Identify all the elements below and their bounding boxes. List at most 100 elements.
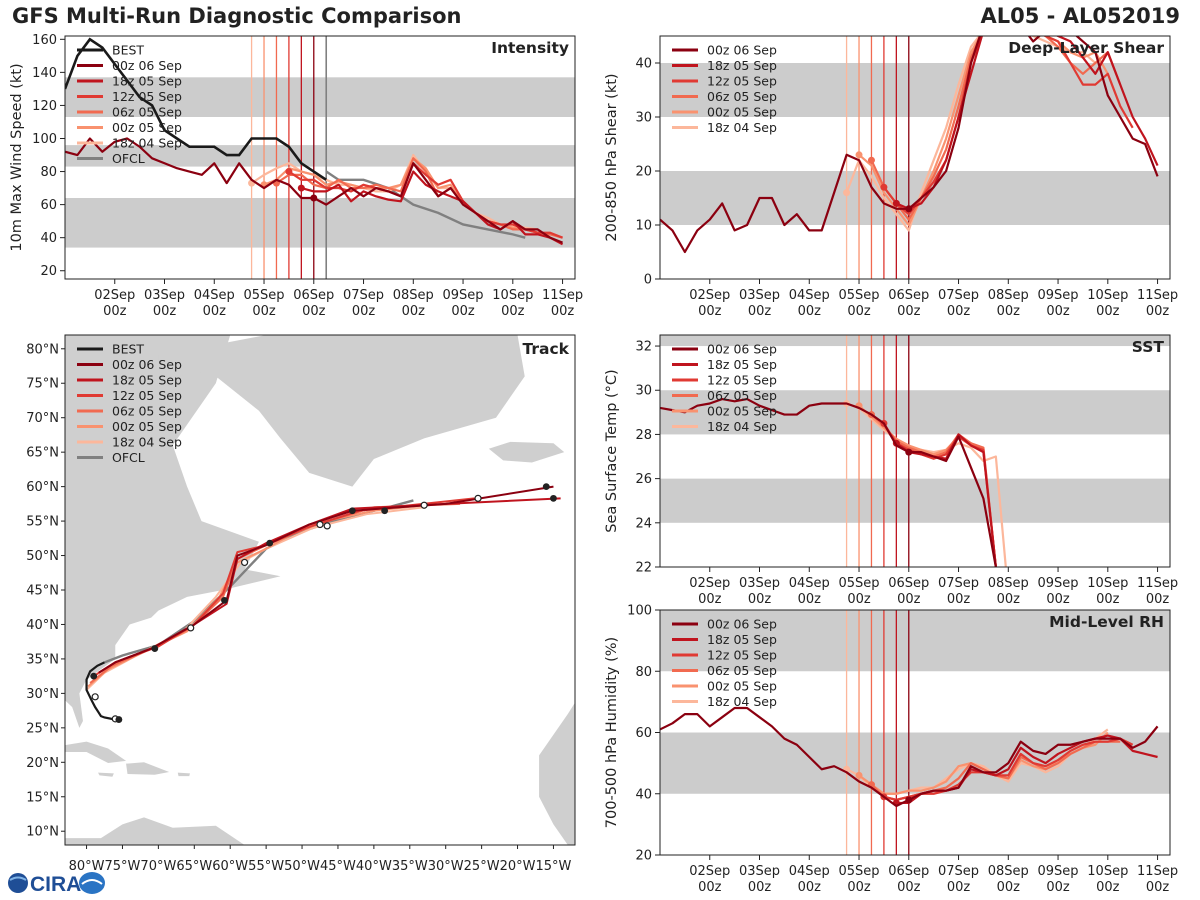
legend-label: OFCL: [112, 450, 145, 465]
x-tick-label: 10Sep: [1087, 576, 1128, 591]
x-tick-label: 00z: [1096, 880, 1120, 895]
legend-label: 00z 06 Sep: [112, 357, 182, 372]
x-tick-label: 03Sep: [144, 288, 185, 303]
x-tick-label: 00z: [947, 592, 971, 607]
legend-entry: 06z 05 Sep: [672, 388, 777, 403]
x-tick-label: 00z: [352, 304, 376, 319]
x-tick-label: 00z: [798, 304, 822, 319]
x-tick-label: 11Sep: [1137, 576, 1178, 591]
legend-label: 00z 06 Sep: [707, 43, 777, 58]
y-tick-label: 30: [635, 384, 652, 399]
track-point-open: [316, 520, 324, 529]
legend-label: BEST: [112, 43, 144, 58]
x-tick-label: 00z: [302, 304, 326, 319]
land-africa: [539, 665, 575, 845]
lat-tick-label: 65°N: [26, 446, 59, 461]
legend-label: 06z 05 Sep: [112, 105, 182, 120]
panel-track: 10°N 15°N 20°N 25°N 30°N 35°N 40°N 45°N 50°N 55°N…: [26, 334, 576, 874]
x-tick-label: 02Sep: [689, 288, 730, 303]
legend-entry: 00z 05 Sep: [77, 120, 182, 135]
x-tick-label: 00z: [798, 880, 822, 895]
series-line: [858, 36, 1109, 227]
land-puerto-rico: [177, 772, 190, 777]
panel-title: Intensity: [491, 39, 569, 57]
lon-tick-label: 15°W: [535, 859, 571, 874]
init-marker: [905, 796, 913, 804]
x-tick-label: 00z: [1046, 880, 1070, 895]
y-tick-label: 10: [635, 219, 652, 234]
lat-tick-label: 40°N: [26, 618, 59, 633]
x-tick-label: 03Sep: [739, 288, 780, 303]
legend-entry: 12z 05 Sep: [77, 89, 182, 104]
lat-tick-label: 70°N: [26, 411, 59, 426]
track-point-filled: [151, 645, 159, 652]
y-tick-label: 60: [40, 198, 57, 213]
x-tick-label: 11Sep: [1137, 864, 1178, 879]
track-point-filled: [115, 716, 123, 723]
y-tick-label: 20: [40, 264, 57, 279]
series-line: [895, 36, 1159, 210]
page-title: GFS Multi-Run Diagnostic Comparison: [12, 4, 462, 28]
threshold-band: [660, 610, 1170, 672]
land-south-america: [65, 817, 245, 845]
x-tick-label: 07Sep: [938, 864, 979, 879]
x-tick-label: 10Sep: [1087, 864, 1128, 879]
y-axis-label: Sea Surface Temp (°C): [604, 369, 620, 532]
y-tick-label: 120: [32, 99, 57, 114]
lon-tick-label: 65°W: [176, 859, 212, 874]
panel-shear: 01020304002Sep00z03Sep00z04Sep00z05Sep00…: [604, 35, 1178, 319]
legend-entry: 18z 04 Sep: [672, 419, 777, 434]
y-tick-label: 60: [635, 726, 652, 741]
plot-area: [660, 610, 1170, 855]
panel-title: Deep-Layer Shear: [1008, 39, 1164, 57]
legend-entry: 00z 05 Sep: [672, 679, 777, 694]
x-tick-label: 03Sep: [739, 864, 780, 879]
x-tick-label: 00z: [947, 880, 971, 895]
track-point-filled: [266, 539, 274, 547]
legend-entry: 18z 05 Sep: [672, 632, 777, 647]
legend-label: 12z 05 Sep: [707, 648, 777, 663]
plot-area: [65, 36, 575, 279]
x-tick-label: 05Sep: [839, 864, 880, 879]
y-tick-label: 30: [635, 111, 652, 126]
legend-label: 18z 04 Sep: [112, 136, 182, 151]
init-marker: [880, 183, 888, 191]
threshold-band: [65, 145, 575, 167]
legend-label: 00z 05 Sep: [707, 679, 777, 694]
legend-label: 00z 05 Sep: [112, 419, 182, 434]
lon-tick-label: 80°W: [69, 859, 105, 874]
legend-label: 18z 05 Sep: [112, 74, 182, 89]
x-tick-label: 00z: [1146, 592, 1170, 607]
track-point-filled: [542, 483, 550, 491]
legend-entry: OFCL: [77, 151, 145, 166]
legend-entry: 00z 06 Sep: [672, 617, 777, 632]
legend-entry: 12z 05 Sep: [672, 373, 777, 388]
legend-entry: 18z 05 Sep: [672, 357, 777, 372]
x-tick-label: 00z: [1146, 880, 1170, 895]
lat-tick-label: 25°N: [26, 721, 59, 736]
x-tick-label: 09Sep: [1038, 288, 1079, 303]
lat-tick-label: 60°N: [26, 480, 59, 495]
x-tick-label: 00z: [1046, 592, 1070, 607]
x-tick-label: 00z: [1146, 304, 1170, 319]
legend-entry: 12z 05 Sep: [672, 648, 777, 663]
panel-title: Track: [523, 340, 570, 358]
y-tick-label: 80: [40, 165, 57, 180]
legend-entry: OFCL: [77, 450, 145, 465]
legend-label: 18z 04 Sep: [707, 694, 777, 709]
x-tick-label: 00z: [402, 304, 426, 319]
y-axis-label: 10m Max Wind Speed (kt): [9, 63, 25, 251]
plot-area: [660, 335, 1170, 567]
best-line: [65, 37, 327, 181]
track-point-filled: [90, 672, 98, 680]
y-tick-label: 26: [635, 472, 652, 487]
y-tick-label: 32: [635, 340, 652, 355]
legend-label: 18z 05 Sep: [112, 373, 182, 388]
lon-tick-label: 45°W: [320, 859, 356, 874]
legend-label: 06z 05 Sep: [707, 388, 777, 403]
x-tick-label: 06Sep: [888, 576, 929, 591]
x-tick-label: 00z: [698, 304, 722, 319]
x-tick-label: 08Sep: [988, 576, 1029, 591]
legend-label: 00z 06 Sep: [707, 617, 777, 632]
lon-tick-label: 35°W: [392, 859, 428, 874]
